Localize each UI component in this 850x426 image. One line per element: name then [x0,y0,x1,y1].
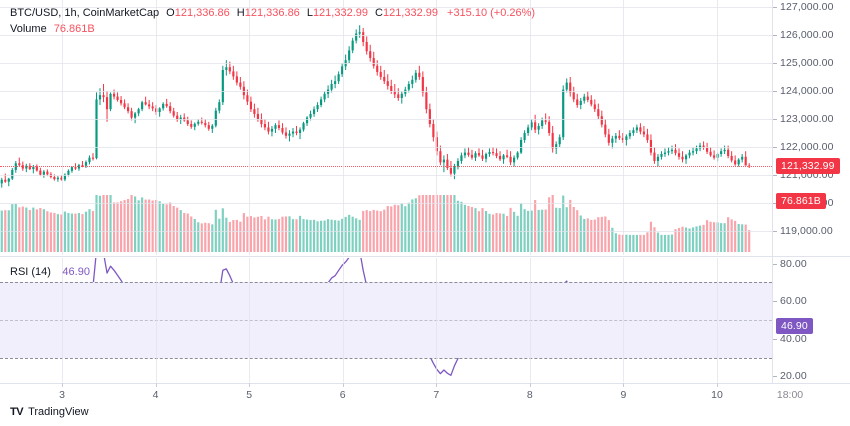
price-axis-label: 122,000.00 [780,141,834,153]
time-gridline [155,258,157,382]
rsi-upper-band [0,282,772,284]
rsi-axis-tick [772,376,777,378]
time-axis-label: 3 [59,389,65,401]
rsi-axis-tick [772,263,777,265]
rsi-axis-label: 20.00 [780,370,807,383]
rsi-axis-label: 80.00 [780,257,807,270]
price-gridline [0,175,772,176]
time-axis-last-label: 18:00 [776,389,804,401]
time-gridline [155,0,157,255]
time-gridline [436,0,438,255]
price-axis-label: 119,000.00 [780,225,833,237]
rsi-plot-area[interactable] [0,258,772,382]
price-gridline [0,7,772,8]
tradingview-mark-icon: TV [10,406,24,418]
rsi-legend: RSI (14) 46.90 [10,262,90,280]
time-axis-label: 9 [620,389,627,401]
time-axis-label: 8 [526,389,533,401]
time-gridline [62,258,63,382]
time-axis-tick [249,383,251,387]
price-gridline [0,203,772,204]
price-axis-tick [772,147,777,148]
price-gridline [0,91,772,92]
price-gridline [0,63,772,64]
price-axis-tick [772,175,777,176]
rsi-middle-band [0,320,772,321]
time-axis-tick [155,383,157,387]
time-gridline [529,258,531,382]
price-axis-tick [772,203,777,204]
time-axis-tick [717,383,718,387]
candlestick-series [0,25,751,188]
volume-series [0,195,751,252]
price-plot-area[interactable] [0,0,772,255]
price-axis-tick [772,63,777,64]
time-axis-label: 10 [711,389,723,401]
volume-badge[interactable]: 76.861B [776,193,826,209]
current-price-badge[interactable]: 121,332.99 [776,157,840,174]
rsi-lower-band [0,357,772,359]
price-pane: 127,000.00 126,000.00 125,000.00 124,000.00… [0,0,850,255]
price-axis-label: 125,000.00 [780,57,834,69]
price-gridline [0,147,772,148]
rsi-band-fill [0,282,772,358]
axis-separator [772,0,773,383]
rsi-axis-tick [772,338,777,340]
time-gridline [717,0,718,255]
rsi-axis-label: 60.00 [780,295,807,308]
time-axis-label: 7 [433,389,440,401]
time-axis-tick [623,383,625,387]
time-axis-tick [62,383,63,387]
time-gridline [249,0,251,255]
time-gridline [623,258,625,382]
price-axis-tick [772,231,777,232]
price-gridline [0,231,772,232]
time-axis-label: 5 [246,389,253,401]
time-axis-tick [436,383,438,387]
rsi-pane: 80.00 60.00 40.00 20.00 46.90 RSI (14) 46.90 [0,258,850,382]
price-axis-label: 124,000.00 [780,85,834,97]
price-axis[interactable]: 127,000.00 126,000.00 125,000.00 124,000.00… [772,0,850,255]
time-gridline [342,0,344,255]
price-gridline [0,119,772,120]
price-axis-tick [772,7,777,8]
time-gridline [342,258,344,382]
time-axis-line [0,383,850,384]
price-axis-tick [772,91,777,92]
rsi-axis-tick [772,301,777,303]
tradingview-wordmark: TradingView [28,406,89,418]
rsi-axis-label: 40.00 [780,332,807,345]
time-gridline [62,0,63,255]
time-gridline [249,258,251,382]
current-price-line [0,165,772,167]
time-gridline [623,0,625,255]
rsi-value: 46.90 [62,266,90,278]
rsi-value-badge[interactable]: 46.90 [776,317,813,334]
price-gridline [0,35,772,36]
time-gridline [436,258,438,382]
price-axis-tick [772,119,777,120]
time-axis-label: 4 [152,389,159,401]
price-axis-label: 127,000.00 [780,1,834,13]
time-axis[interactable]: 3 4 5 6 7 8 9 10 18:00 [0,383,850,406]
time-axis-tick [342,383,344,387]
price-axis-tick [772,35,777,36]
tradingview-logo: TV TradingView [10,406,89,418]
price-axis-label: 126,000.00 [780,29,834,41]
time-gridline [717,258,718,382]
pane-divider [0,256,850,257]
time-axis-label: 6 [339,389,346,401]
price-axis-label: 123,000.00 [780,113,834,125]
time-gridline [529,0,531,255]
rsi-label: RSI (14) [10,266,51,278]
time-axis-tick [529,383,531,387]
rsi-axis[interactable]: 80.00 60.00 40.00 20.00 46.90 [772,258,850,382]
